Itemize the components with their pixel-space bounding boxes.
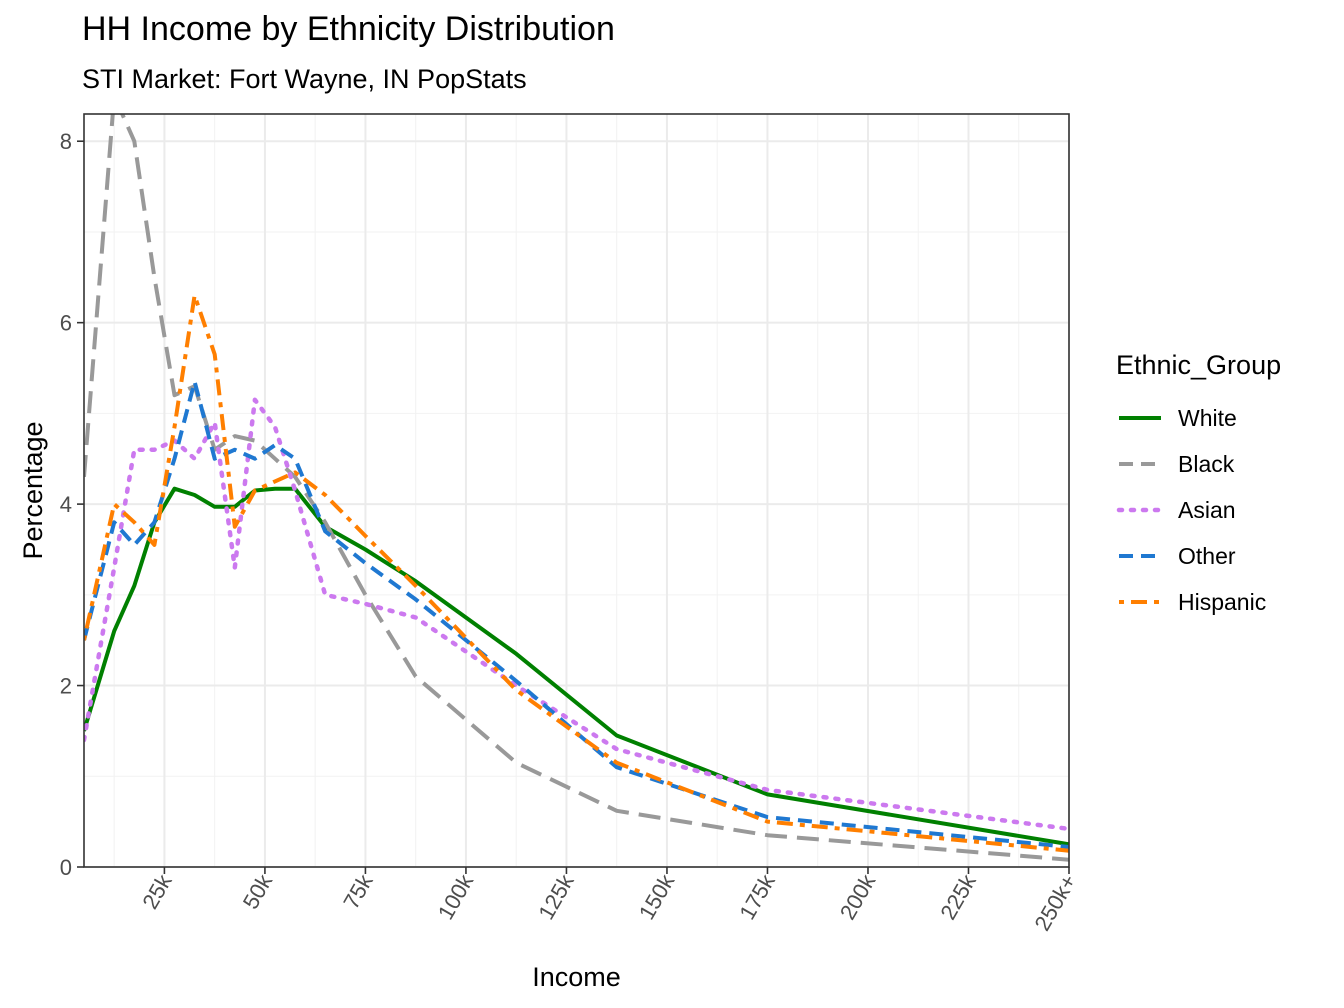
y-tick-label: 6 bbox=[60, 311, 72, 336]
legend-item-white: White bbox=[1116, 395, 1281, 441]
legend-item-hispanic: Hispanic bbox=[1116, 579, 1281, 625]
legend-key-other bbox=[1119, 554, 1161, 558]
chart-subtitle: STI Market: Fort Wayne, IN PopStats bbox=[82, 64, 527, 94]
legend-label: Hispanic bbox=[1178, 588, 1267, 615]
legend-label: White bbox=[1178, 404, 1237, 431]
chart-title: HH Income by Ethnicity Distribution bbox=[82, 10, 615, 48]
legend-label: Asian bbox=[1178, 496, 1236, 523]
legend-label: Other bbox=[1178, 542, 1236, 569]
x-tick-label: 125k bbox=[533, 869, 579, 924]
legend-key-asian bbox=[1116, 507, 1164, 513]
series-line-black bbox=[84, 114, 1069, 862]
plot-panel-border bbox=[83, 113, 1070, 868]
x-tick-label: 175k bbox=[734, 869, 780, 924]
x-tick-label: 200k bbox=[835, 869, 881, 924]
legend-key-black bbox=[1119, 462, 1161, 466]
legend-key-white bbox=[1119, 416, 1161, 420]
legend-key-hispanic bbox=[1119, 600, 1161, 604]
legend-label: Black bbox=[1178, 450, 1235, 477]
y-axis-title: Percentage bbox=[18, 421, 48, 559]
series-line-white bbox=[84, 486, 1069, 847]
y-tick-label: 8 bbox=[60, 129, 72, 154]
series-line-hispanic bbox=[84, 293, 1069, 853]
x-tick-label: 75k bbox=[338, 869, 378, 913]
x-tick-label: 50k bbox=[238, 869, 278, 913]
y-tick-label: 2 bbox=[60, 674, 72, 699]
x-axis-title: Income bbox=[532, 962, 621, 992]
x-tick-label: 225k bbox=[935, 869, 981, 924]
legend-title: Ethnic_Group bbox=[1116, 350, 1282, 380]
axes: 0 2 4 6 8 25k 50k 75k 100k 125k 150k 175k 200k 225k 25… bbox=[60, 129, 1082, 935]
series-line-asian bbox=[84, 397, 1069, 832]
legend-items: White Black Asian Other Hispanic bbox=[1116, 395, 1281, 625]
x-tick-label: 150k bbox=[634, 869, 680, 924]
y-tick-label: 4 bbox=[60, 492, 72, 517]
data-series bbox=[84, 114, 1069, 862]
x-tick-label: 100k bbox=[433, 869, 479, 924]
x-tick-label: 250k+ bbox=[1029, 870, 1081, 935]
x-tick-label: 25k bbox=[137, 869, 177, 913]
legend-item-other: Other bbox=[1116, 533, 1281, 579]
y-tick-label: 0 bbox=[60, 855, 72, 880]
legend-item-black: Black bbox=[1116, 441, 1281, 487]
legend-item-asian: Asian bbox=[1116, 487, 1281, 533]
legend: Ethnic_Group White Black Asian Other Hispani… bbox=[1116, 350, 1281, 625]
series-line-other bbox=[84, 379, 1069, 849]
